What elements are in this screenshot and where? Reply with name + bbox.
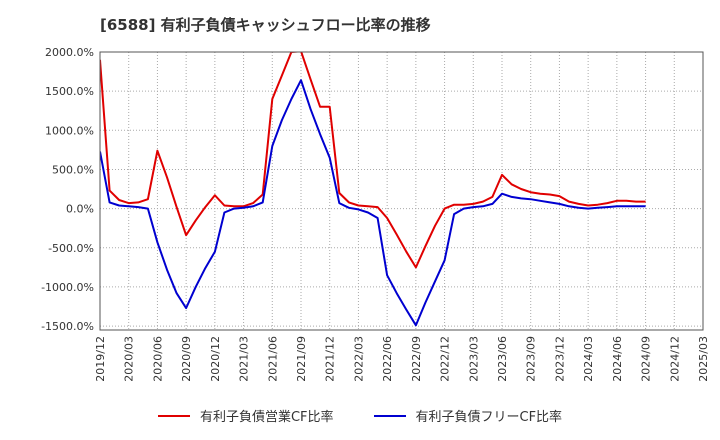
grid-lines <box>99 51 704 330</box>
x-tick-label: 2024/12 <box>668 336 681 382</box>
legend-label-operating-cf: 有利子負債営業CF比率 <box>199 410 334 425</box>
x-tick-label: 2021/03 <box>238 336 251 382</box>
legend: 有利子負債営業CF比率 有利子負債フリーCF比率 <box>0 406 720 425</box>
y-tick-label: -1500.0% <box>41 320 94 333</box>
plot-frame <box>99 51 704 331</box>
x-tick-label: 2020/09 <box>180 336 193 382</box>
x-tick-label: 2022/03 <box>352 336 365 382</box>
x-tick-label: 2022/09 <box>410 336 423 382</box>
x-tick-label: 2020/12 <box>209 336 222 382</box>
x-tick-label: 2021/06 <box>266 336 279 382</box>
legend-item-free-cf: 有利子負債フリーCF比率 <box>373 406 563 425</box>
y-axis-ticks: -1500.0% -1000.0% -500.0% 0.0% 500.0% 1000.0%… <box>41 46 94 333</box>
y-tick-label: 1500.0% <box>45 85 94 98</box>
series-lines <box>100 52 646 327</box>
x-tick-label: 2020/03 <box>123 336 136 382</box>
x-tick-label: 2019/12 <box>94 336 107 382</box>
x-tick-label: 2022/12 <box>439 336 452 382</box>
x-tick-label: 2023/03 <box>467 336 480 382</box>
y-tick-label: 1000.0% <box>45 124 94 137</box>
legend-swatch-free-cf <box>373 414 406 417</box>
x-axis-ticks: 2019/12 2020/03 2020/06 2020/09 2020/12 2021/… <box>94 336 710 382</box>
x-tick-label: 2020/06 <box>151 336 164 382</box>
series-line-free-cf <box>100 79 646 327</box>
series-line-operating-cf <box>100 52 646 269</box>
y-tick-label: 0.0% <box>66 203 94 216</box>
x-tick-label: 2023/09 <box>525 336 538 382</box>
x-tick-label: 2024/09 <box>640 336 653 382</box>
x-tick-label: 2022/06 <box>381 336 394 382</box>
legend-label-free-cf: 有利子負債フリーCF比率 <box>415 410 563 425</box>
legend-item-operating-cf: 有利子負債営業CF比率 <box>157 406 334 425</box>
y-tick-label: 2000.0% <box>45 46 94 59</box>
y-tick-label: -500.0% <box>48 242 94 255</box>
x-tick-label: 2021/09 <box>295 336 308 382</box>
y-tick-label: -1000.0% <box>41 281 94 294</box>
x-tick-label: 2024/06 <box>611 336 624 382</box>
x-tick-label: 2024/03 <box>582 336 595 382</box>
x-tick-label: 2023/06 <box>496 336 509 382</box>
x-tick-label: 2023/12 <box>553 336 566 382</box>
x-tick-label: 2025/03 <box>697 336 710 382</box>
x-tick-label: 2021/12 <box>324 336 337 382</box>
chart-title: [6588] 有利子負債キャッシュフロー比率の推移 <box>100 16 431 34</box>
legend-swatch-operating-cf <box>157 414 190 417</box>
y-tick-label: 500.0% <box>52 163 94 176</box>
